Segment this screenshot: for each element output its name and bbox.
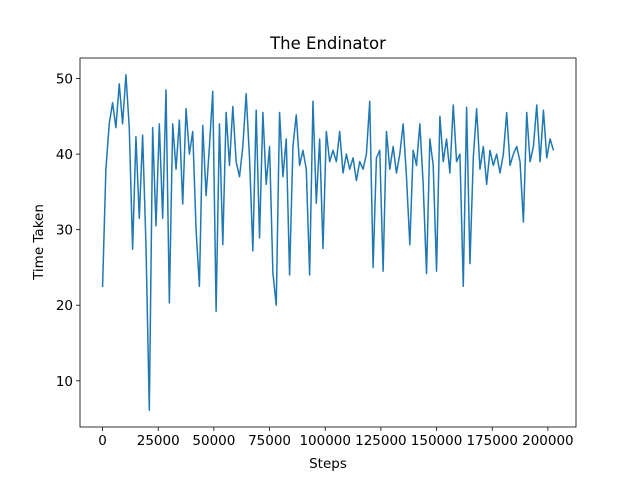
y-tick-label: 50 <box>56 72 73 88</box>
x-axis-label: Steps <box>309 456 347 472</box>
x-tick-label: 50000 <box>192 433 235 449</box>
chart-title: The Endinator <box>269 34 386 53</box>
y-axis-label: Time Taken <box>31 204 47 281</box>
x-tick-label: 75000 <box>248 433 291 449</box>
line <box>101 74 555 411</box>
x-tick-label: 175000 <box>466 433 518 449</box>
y-tick-label: 40 <box>56 147 73 163</box>
y-tick-label: 20 <box>56 298 73 314</box>
x-tick-label: 0 <box>98 433 107 449</box>
x-tick-label: 125000 <box>355 433 407 449</box>
plot-frame <box>79 57 577 428</box>
y-tick-label: 10 <box>56 374 73 390</box>
x-tick-label: 100000 <box>299 433 351 449</box>
x-tick-label: 150000 <box>411 433 463 449</box>
x-tick-label: 25000 <box>137 433 180 449</box>
y-tick-label: 30 <box>56 223 73 239</box>
x-tick-label: 200000 <box>522 433 574 449</box>
